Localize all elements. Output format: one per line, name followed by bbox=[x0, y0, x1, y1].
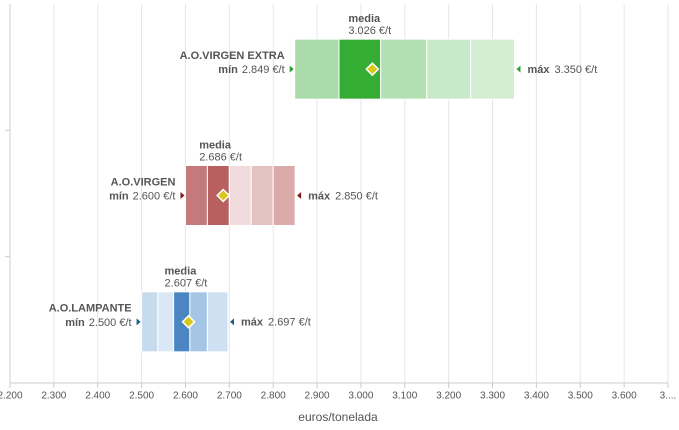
max-value: 3.350 €/t bbox=[554, 64, 597, 76]
series-name: A.O.VIRGEN bbox=[111, 176, 176, 188]
range-segment bbox=[426, 38, 472, 100]
max-text: máx bbox=[527, 64, 550, 76]
max-marker bbox=[230, 318, 235, 326]
min-marker bbox=[180, 192, 185, 199]
min-label: mín 2.600 €/t bbox=[109, 190, 175, 202]
media-value: 2.686 €/t bbox=[199, 151, 242, 163]
range-segment bbox=[470, 38, 515, 100]
range-segment bbox=[294, 38, 340, 100]
x-tick-label: 2.700 bbox=[217, 391, 242, 402]
media-text: media bbox=[348, 13, 381, 25]
x-tick-label: 3.... bbox=[660, 391, 677, 402]
range-segment bbox=[206, 291, 229, 353]
x-tick-label: 2.800 bbox=[261, 391, 286, 402]
min-value: 2.500 €/t bbox=[89, 317, 132, 329]
media-text: media bbox=[165, 266, 198, 278]
range-segment bbox=[141, 291, 159, 353]
x-tick-label: 3.100 bbox=[392, 391, 417, 402]
min-value: 2.600 €/t bbox=[133, 190, 176, 202]
max-value: 2.850 €/t bbox=[335, 190, 378, 202]
x-tick-label: 2.300 bbox=[41, 391, 66, 402]
min-text: mín bbox=[109, 190, 129, 202]
min-text: mín bbox=[65, 317, 85, 329]
max-marker bbox=[297, 192, 302, 199]
min-text: mín bbox=[218, 64, 238, 76]
series-name: A.O.VIRGEN EXTRA bbox=[180, 50, 285, 62]
range-segment bbox=[228, 165, 252, 226]
media-value: 2.607 €/t bbox=[165, 278, 208, 290]
media-marker bbox=[216, 188, 231, 203]
media-marker bbox=[181, 314, 196, 329]
x-tick-label: 3.000 bbox=[348, 391, 373, 402]
x-tick-label: 3.300 bbox=[480, 391, 505, 402]
range-segment bbox=[157, 291, 175, 353]
min-marker bbox=[289, 65, 294, 73]
max-text: máx bbox=[308, 190, 331, 202]
max-text: máx bbox=[241, 317, 264, 329]
x-axis-title: euros/tonelada bbox=[298, 410, 378, 424]
media-text: media bbox=[199, 139, 232, 151]
x-tick-label: 2.200 bbox=[0, 391, 23, 402]
max-value: 2.697 €/t bbox=[268, 317, 311, 329]
x-tick-label: 2.400 bbox=[85, 391, 110, 402]
x-tick-label: 2.500 bbox=[129, 391, 154, 402]
min-label: mín 2.849 €/t bbox=[218, 64, 284, 76]
series-name: A.O.LAMPANTE bbox=[49, 303, 132, 315]
media-value: 3.026 €/t bbox=[348, 25, 391, 37]
range-segment bbox=[272, 165, 296, 226]
x-tick-label: 2.600 bbox=[173, 391, 198, 402]
x-tick-label: 3.500 bbox=[568, 391, 593, 402]
max-marker bbox=[516, 65, 521, 73]
media-marker bbox=[365, 62, 380, 77]
min-label: mín 2.500 €/t bbox=[65, 317, 131, 329]
x-tick-label: 3.200 bbox=[436, 391, 461, 402]
min-marker bbox=[136, 318, 141, 326]
min-value: 2.849 €/t bbox=[242, 64, 285, 76]
x-tick-label: 2.900 bbox=[305, 391, 330, 402]
range-segment bbox=[184, 165, 208, 226]
x-tick-label: 3.400 bbox=[524, 391, 549, 402]
x-tick-label: 3.600 bbox=[612, 391, 637, 402]
range-segment bbox=[250, 165, 274, 226]
range-segment bbox=[380, 38, 428, 100]
